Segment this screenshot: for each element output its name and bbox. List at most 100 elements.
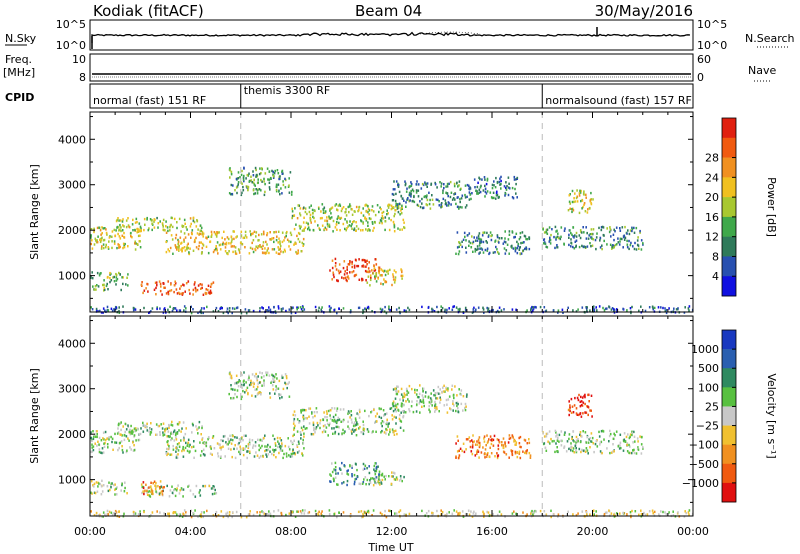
power-cell — [349, 203, 351, 206]
velocity-cell — [529, 454, 532, 457]
velocity-colorbar-segment — [722, 387, 736, 407]
power-cell — [367, 207, 370, 211]
nave-tick-top: 60 — [697, 53, 711, 66]
velocity-cell — [402, 414, 405, 418]
power-cell — [113, 228, 116, 232]
power-cell — [349, 205, 352, 208]
power-colorbar-tick-label: 8 — [712, 250, 719, 263]
power-cell — [243, 174, 245, 178]
power-cell — [90, 228, 93, 231]
velocity-cell — [290, 452, 293, 456]
velocity-cell — [331, 407, 333, 410]
power-cell — [351, 227, 353, 230]
velocity-cell — [459, 511, 461, 515]
velocity-cell — [156, 433, 158, 436]
velocity-cell — [250, 383, 253, 386]
power-cell — [169, 246, 172, 250]
velocity-cell — [358, 408, 361, 412]
power-cell — [96, 284, 98, 287]
velocity-cell — [194, 509, 196, 512]
velocity-cell — [192, 512, 194, 515]
velocity-cell — [613, 450, 615, 453]
power-cell — [178, 292, 181, 296]
power-cell — [232, 184, 234, 187]
power-cell — [403, 226, 406, 230]
power-cell — [385, 280, 388, 284]
power-cell — [241, 191, 243, 194]
power-cell — [664, 310, 667, 313]
power-cell — [260, 172, 262, 175]
velocity-cell — [369, 481, 372, 484]
power-cell — [532, 309, 534, 312]
power-cell — [185, 307, 187, 310]
velocity-cell — [405, 387, 408, 391]
velocity-cell — [289, 455, 292, 458]
power-cell — [349, 271, 351, 274]
velocity-cell — [354, 462, 357, 465]
power-cell — [167, 308, 169, 311]
velocity-cell — [324, 415, 326, 419]
velocity-cell — [687, 511, 690, 514]
power-cell — [254, 166, 257, 170]
velocity-cell — [292, 434, 294, 438]
velocity-cell — [395, 416, 397, 419]
power-cell — [456, 205, 459, 208]
velocity-cell — [196, 428, 198, 431]
power-cell — [197, 228, 199, 231]
velocity-cell — [474, 443, 477, 446]
velocity-cell — [294, 515, 297, 518]
velocity-cell — [469, 440, 471, 443]
power-cell — [599, 246, 602, 249]
velocity-cell — [629, 433, 632, 436]
velocity-cell — [264, 434, 266, 437]
velocity-cell — [381, 513, 383, 516]
power-cell — [102, 243, 105, 246]
velocity-cell — [465, 448, 467, 451]
power-cell — [476, 239, 479, 242]
velocity-cell — [563, 445, 566, 448]
velocity-cell — [447, 389, 449, 392]
power-cell — [225, 241, 228, 245]
velocity-cell — [100, 439, 103, 442]
velocity-cell — [434, 410, 436, 413]
power-cell — [115, 229, 117, 232]
power-cell — [284, 250, 286, 253]
power-cell — [252, 250, 255, 254]
power-cell — [237, 183, 239, 186]
velocity-cell — [255, 451, 257, 454]
velocity-cell — [297, 510, 299, 513]
velocity-cell — [410, 405, 413, 408]
power-cell — [196, 220, 199, 223]
power-cell — [279, 247, 281, 250]
velocity-cell — [373, 477, 375, 481]
power-cell — [374, 269, 377, 272]
power-cell — [338, 221, 340, 225]
velocity-colorbar-segment — [722, 368, 736, 388]
power-cell — [415, 189, 418, 192]
velocity-cell — [634, 440, 636, 443]
power-cell — [242, 176, 245, 179]
velocity-cell — [91, 492, 93, 495]
power-cell — [635, 226, 638, 230]
velocity-cell — [458, 454, 461, 457]
velocity-cell — [180, 487, 183, 490]
velocity-cell — [582, 412, 584, 415]
velocity-cell — [388, 422, 390, 425]
power-cell — [481, 248, 484, 251]
velocity-cell — [458, 388, 460, 391]
power-cell — [90, 306, 92, 309]
velocity-cell — [150, 485, 152, 488]
power-cell — [113, 240, 116, 243]
power-cell — [118, 309, 120, 313]
velocity-colorbar-tick-label: 1000 — [691, 343, 719, 356]
power-cell — [572, 309, 574, 312]
power-cell — [586, 306, 588, 309]
power-cell — [275, 230, 277, 234]
power-cell — [278, 248, 280, 251]
power-cell — [451, 308, 454, 311]
power-cell — [479, 247, 481, 250]
power-cell — [328, 305, 331, 308]
velocity-cell — [399, 419, 402, 422]
velocity-cell — [197, 515, 199, 518]
power-cell — [275, 188, 278, 192]
